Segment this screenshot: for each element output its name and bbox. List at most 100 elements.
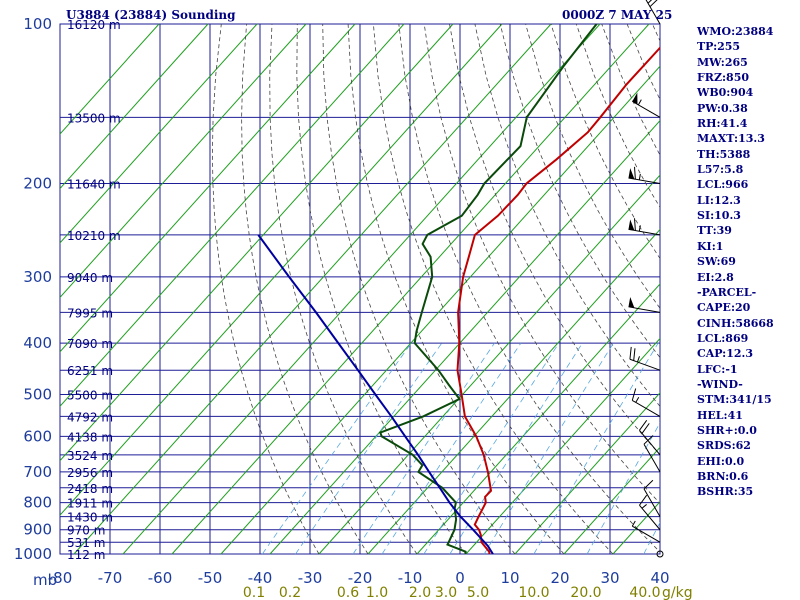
isotherm-line bbox=[269, 119, 660, 555]
isotherm-line bbox=[60, 23, 454, 462]
barb-half-flag bbox=[636, 356, 640, 363]
barb-flag bbox=[639, 494, 648, 506]
height-label: 7090 m bbox=[67, 337, 113, 351]
mixing-ratio-tick-label: 0.1 bbox=[243, 585, 265, 600]
pressure-tick-label: 400 bbox=[23, 334, 52, 352]
mixing-ratio-tick-label: 3.0 bbox=[435, 585, 457, 600]
index-item: TT:39 bbox=[697, 224, 732, 238]
index-item: SI:10.3 bbox=[697, 209, 741, 223]
barb-shaft bbox=[629, 358, 661, 371]
barb-half-flag bbox=[638, 173, 641, 180]
isotherm-line bbox=[60, 23, 258, 244]
pressure-tick-label: 800 bbox=[23, 494, 52, 512]
index-item: EHI:0.0 bbox=[697, 454, 745, 468]
mixing-ratio-unit-label: g/kg bbox=[662, 585, 693, 600]
barb-shaft bbox=[639, 430, 661, 456]
barb-flag bbox=[641, 423, 650, 434]
wind-barb bbox=[645, 0, 661, 25]
wind-barb bbox=[628, 166, 661, 185]
barb-flag bbox=[647, 0, 653, 4]
index-item: FRZ:850 bbox=[697, 71, 750, 85]
barb-pennant bbox=[628, 219, 635, 231]
pressure-tick-label: 300 bbox=[23, 268, 52, 286]
wind-barb bbox=[628, 218, 661, 236]
isotherm-line bbox=[60, 23, 160, 135]
mixing-ratio-line bbox=[295, 342, 443, 555]
chart-title: U3884 (23884) Sounding bbox=[66, 8, 236, 22]
index-item: CAP:12.3 bbox=[697, 347, 754, 361]
wind-barb bbox=[643, 479, 661, 517]
temperature-tick-label: -50 bbox=[198, 569, 223, 587]
mixing-ratio-tick-label: 0.6 bbox=[337, 585, 359, 600]
height-label: 112 m bbox=[67, 548, 105, 562]
index-item: SRDS:62 bbox=[697, 439, 751, 453]
isotherm-line bbox=[60, 23, 209, 190]
wind-barb bbox=[629, 346, 661, 371]
dry-adiabat-line bbox=[211, 23, 320, 555]
barb-half-flag bbox=[637, 99, 642, 106]
barb-flag bbox=[643, 479, 654, 490]
isotherm-line bbox=[220, 65, 660, 555]
dry-adiabat-line bbox=[347, 23, 565, 555]
isotherm-line bbox=[416, 283, 660, 555]
isotherm-line bbox=[60, 23, 405, 407]
barb-flag bbox=[634, 166, 636, 180]
dry-adiabat-line bbox=[449, 23, 660, 456]
dry-adiabat-line bbox=[525, 23, 660, 309]
index-item: L57:5.8 bbox=[697, 163, 744, 177]
index-item: -PARCEL- bbox=[697, 285, 757, 299]
temperature-tick-label: 40 bbox=[650, 569, 669, 587]
wind-barbs bbox=[628, 0, 664, 558]
wind-barb bbox=[639, 420, 661, 456]
dry-adiabat-line bbox=[241, 23, 369, 555]
dry-adiabat-line bbox=[474, 23, 660, 407]
index-item: LFC:-1 bbox=[697, 362, 738, 376]
dry-adiabat-line bbox=[296, 23, 467, 555]
isotherm-line bbox=[563, 446, 660, 555]
height-label: 4792 m bbox=[67, 410, 113, 424]
pressure-tick-label: 700 bbox=[23, 463, 52, 481]
pressure-temperature-grid bbox=[60, 23, 660, 555]
dry-adiabat-line bbox=[423, 23, 660, 504]
mixing-ratio-line bbox=[381, 342, 522, 555]
barb-pennant bbox=[632, 92, 638, 105]
parcel-path bbox=[257, 234, 494, 555]
barb-half-flag bbox=[641, 504, 647, 509]
wind-barb bbox=[639, 494, 661, 531]
temperature-tick-label: -30 bbox=[298, 569, 323, 587]
temperature-tick-label: -80 bbox=[48, 569, 73, 587]
barb-flag bbox=[639, 420, 648, 431]
barb-shaft bbox=[632, 525, 661, 543]
mixing-ratio-tick-label: 10.0 bbox=[518, 585, 549, 600]
height-label: 11640 m bbox=[67, 178, 121, 192]
index-item: LI:12.3 bbox=[697, 193, 741, 207]
index-item: STM:341/15 bbox=[697, 393, 772, 407]
index-item: RH:41.4 bbox=[697, 117, 748, 131]
pressure-tick-label: 1000 bbox=[14, 545, 52, 563]
temperature-profile bbox=[456, 46, 660, 555]
height-label: 10210 m bbox=[67, 229, 121, 243]
barb-flag bbox=[629, 346, 632, 360]
height-label: 1911 m bbox=[67, 497, 113, 511]
index-item: WB0:904 bbox=[697, 86, 754, 100]
index-item: TH:5388 bbox=[697, 147, 751, 161]
barb-flag bbox=[643, 435, 654, 445]
barb-shaft bbox=[643, 488, 661, 517]
temperature-tick-label: -40 bbox=[248, 569, 273, 587]
barb-shaft bbox=[632, 399, 661, 417]
isotherm-line bbox=[73, 23, 552, 555]
index-item: EI:2.8 bbox=[697, 270, 734, 284]
wind-barb bbox=[632, 92, 661, 118]
temperature-tick-label: 0 bbox=[455, 569, 465, 587]
pressure-tick-label: 200 bbox=[23, 175, 52, 193]
index-item: MW:265 bbox=[697, 55, 748, 69]
chart-timestamp: 0000Z 7 MAY 25 bbox=[562, 8, 673, 22]
barb-shaft bbox=[628, 177, 661, 185]
mixing-ratio-line bbox=[423, 342, 560, 555]
pressure-tick-label: 500 bbox=[23, 385, 52, 403]
mixing-ratio-line bbox=[483, 342, 614, 555]
dry-adiabat-line bbox=[398, 23, 660, 553]
wind-barb bbox=[631, 388, 661, 417]
mixing-ratio-tick-label: 1.0 bbox=[366, 585, 388, 600]
